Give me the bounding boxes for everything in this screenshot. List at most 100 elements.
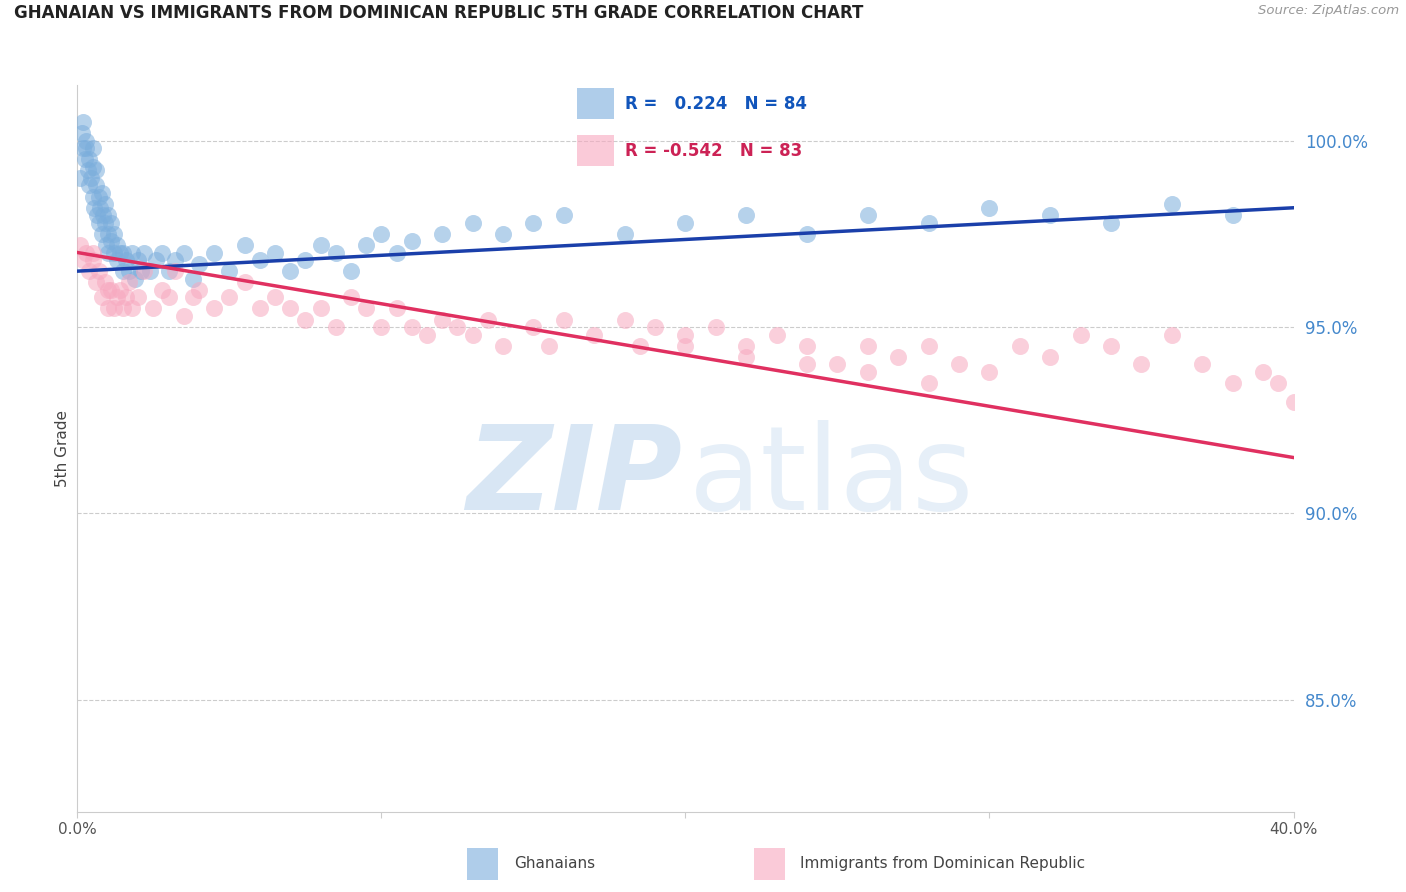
Point (87, 264, 110, 278)
Point (97, 227, 120, 241)
Point (1130, 357, 1153, 371)
Point (87, 189, 110, 203)
Point (385, 245, 408, 260)
Point (97, 301, 120, 316)
Point (461, 216, 484, 230)
Point (492, 227, 515, 241)
Point (103, 301, 125, 316)
Point (108, 245, 131, 260)
Point (105, 238, 128, 252)
Point (72, 115, 94, 129)
Point (461, 327, 484, 342)
Point (83, 201, 105, 215)
Point (1222, 208, 1244, 222)
Point (446, 320, 468, 334)
Point (278, 264, 301, 278)
Point (115, 252, 138, 267)
Point (152, 245, 174, 260)
Point (979, 201, 1001, 215)
Point (82, 160, 104, 174)
Point (79, 178, 101, 193)
Point (75, 134, 97, 148)
Point (432, 312, 454, 326)
Bar (467, 848, 499, 880)
Point (354, 238, 377, 252)
Point (72, 141, 94, 155)
Bar (576, 88, 613, 119)
Point (82, 189, 104, 203)
Point (90, 227, 112, 241)
Point (1282, 394, 1305, 409)
Bar (754, 848, 785, 880)
Point (583, 327, 606, 342)
Point (233, 238, 256, 252)
Point (93, 216, 115, 230)
Point (553, 312, 575, 326)
Point (704, 320, 727, 334)
Point (796, 357, 818, 371)
Point (1161, 197, 1184, 211)
Point (188, 257, 211, 271)
Point (948, 357, 970, 371)
Point (91, 208, 114, 222)
Point (278, 301, 301, 316)
Point (477, 312, 499, 326)
Point (181, 271, 204, 285)
Point (628, 339, 651, 353)
Point (108, 283, 131, 297)
Point (979, 365, 1001, 379)
Point (264, 245, 287, 260)
Point (202, 245, 225, 260)
Point (163, 252, 186, 267)
Point (918, 216, 941, 230)
Point (796, 339, 818, 353)
Point (188, 283, 211, 297)
Point (152, 283, 174, 297)
Point (856, 365, 879, 379)
Point (537, 339, 560, 353)
Point (89, 201, 111, 215)
Point (735, 208, 758, 222)
Point (249, 301, 271, 316)
Point (79, 264, 101, 278)
Point (735, 339, 758, 353)
Point (432, 227, 454, 241)
Point (121, 245, 143, 260)
Point (856, 339, 879, 353)
Point (69, 170, 91, 185)
Point (127, 252, 149, 267)
Point (69, 238, 91, 252)
Point (1039, 350, 1062, 364)
Point (401, 235, 423, 249)
Point (370, 320, 392, 334)
Point (77, 163, 100, 178)
Point (1070, 327, 1092, 342)
Point (129, 264, 152, 278)
Point (173, 245, 195, 260)
Text: R = -0.542   N = 83: R = -0.542 N = 83 (624, 142, 801, 160)
Point (796, 227, 818, 241)
Point (325, 245, 347, 260)
Point (325, 320, 347, 334)
Point (111, 301, 134, 316)
Point (385, 301, 408, 316)
Text: ZIP: ZIP (465, 420, 682, 535)
Point (675, 216, 697, 230)
Point (918, 376, 941, 390)
Point (97, 245, 120, 260)
Point (79, 153, 101, 167)
Point (1099, 216, 1122, 230)
Point (75, 245, 97, 260)
Point (309, 301, 332, 316)
Text: R =   0.224   N = 84: R = 0.224 N = 84 (624, 95, 807, 112)
Point (1267, 376, 1289, 390)
Point (294, 252, 316, 267)
Point (93, 276, 115, 290)
Point (309, 238, 332, 252)
Bar (576, 136, 613, 166)
Point (82, 141, 104, 155)
Point (124, 271, 146, 285)
Point (118, 276, 141, 290)
Point (157, 290, 180, 304)
Point (1191, 357, 1213, 371)
